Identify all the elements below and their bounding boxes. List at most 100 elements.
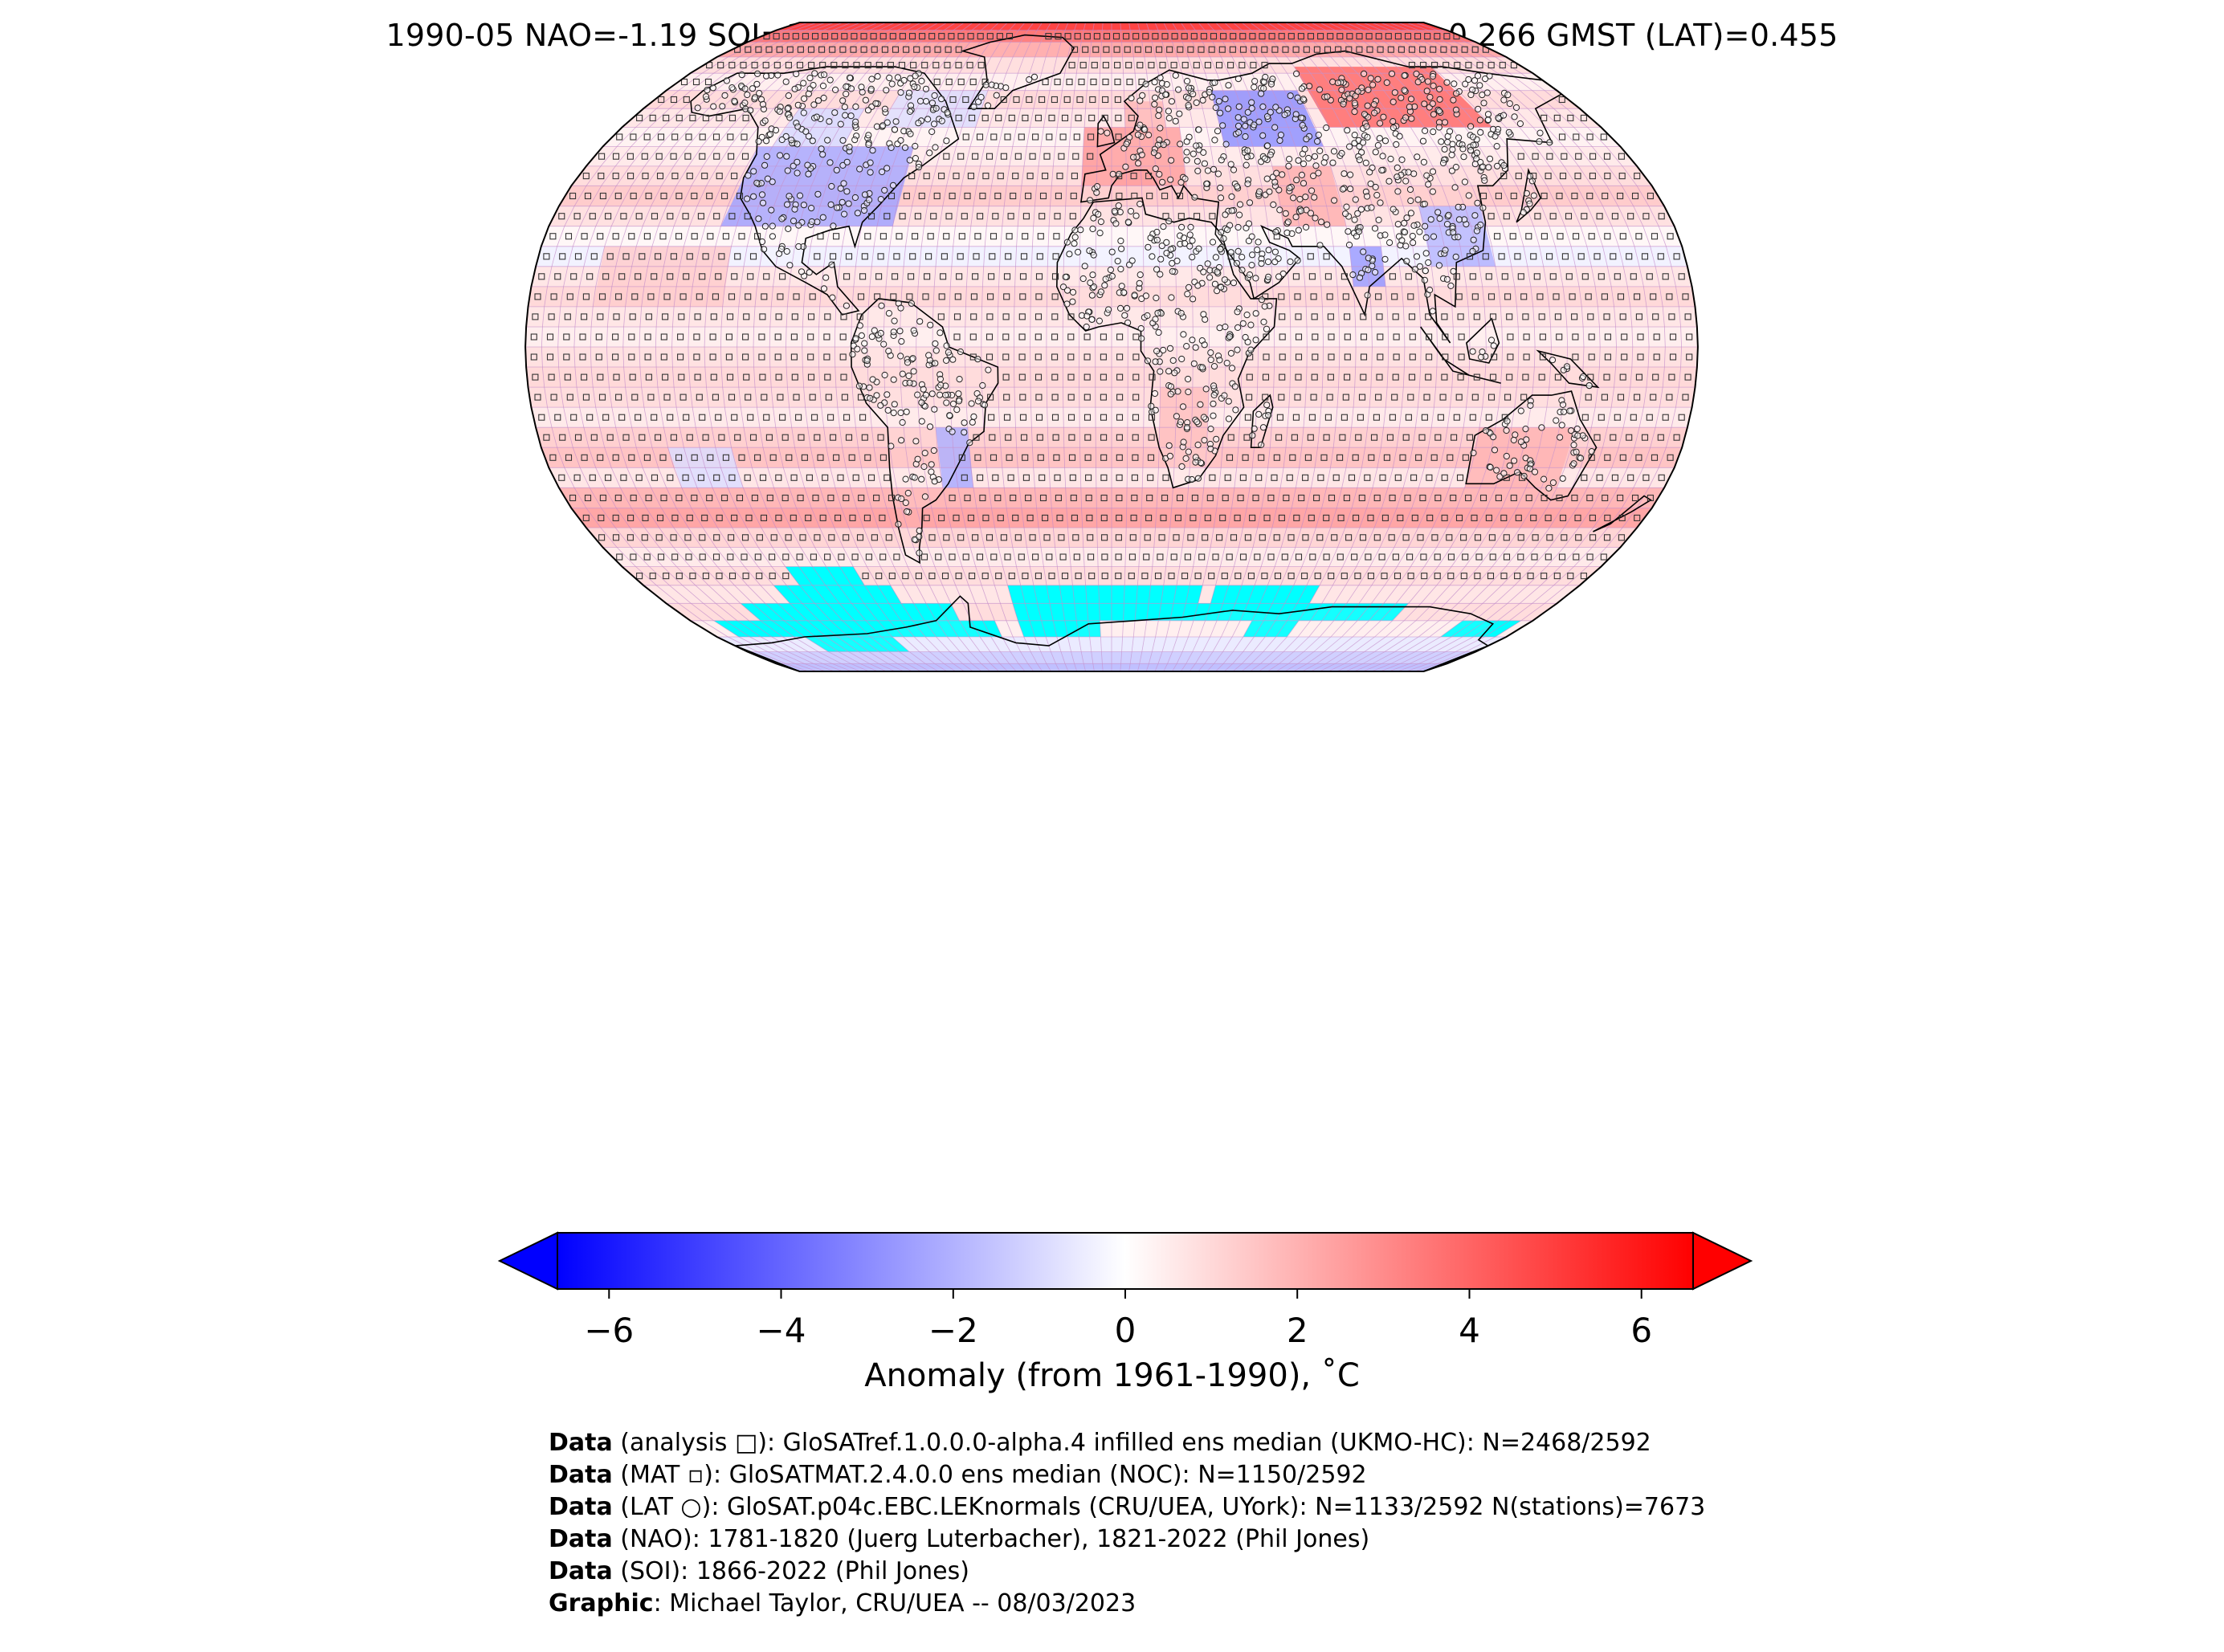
station-marker: [949, 400, 957, 407]
analysis-marker: [1630, 414, 1637, 421]
analysis-marker: [1336, 553, 1344, 561]
station-marker: [1490, 125, 1497, 133]
station-marker: [1157, 255, 1165, 263]
analysis-marker: [1495, 192, 1502, 200]
credit-key: Data: [549, 1525, 613, 1553]
station-marker: [873, 392, 880, 399]
analysis-marker: [972, 534, 979, 541]
analysis-marker: [988, 414, 995, 421]
analysis-marker: [1594, 253, 1601, 260]
analysis-marker: [1586, 494, 1594, 502]
station-marker: [928, 100, 937, 107]
station-marker: [888, 80, 896, 88]
station-marker: [1421, 200, 1429, 208]
station-marker: [1156, 137, 1163, 144]
sea-ice-cell-3: [713, 620, 1002, 637]
analysis-marker: [1128, 573, 1135, 580]
analysis-marker: [1457, 373, 1464, 381]
analysis-marker: [1439, 394, 1447, 401]
station-marker: [1303, 223, 1310, 230]
station-marker: [903, 408, 910, 415]
analysis-marker: [1558, 553, 1566, 561]
station-marker: [1311, 153, 1319, 160]
analysis-marker: [957, 253, 964, 260]
analysis-marker: [969, 333, 977, 341]
station-marker: [1366, 169, 1373, 176]
station-marker: [1245, 220, 1253, 227]
analysis-marker: [822, 474, 829, 481]
analysis-marker: [1588, 454, 1595, 461]
analysis-marker: [655, 253, 662, 260]
analysis-marker: [1100, 434, 1108, 441]
analysis-marker: [697, 213, 704, 220]
analysis-marker: [769, 454, 777, 461]
analysis-marker: [903, 46, 910, 53]
analysis-marker: [1601, 293, 1608, 300]
analysis-marker: [1100, 454, 1108, 461]
station-marker: [1181, 240, 1189, 247]
analysis-marker: [934, 46, 941, 53]
analysis-marker: [1002, 373, 1010, 381]
station-marker: [828, 261, 835, 268]
station-marker: [1075, 248, 1082, 255]
analysis-marker: [602, 273, 610, 280]
analysis-marker: [1604, 514, 1611, 521]
analysis-marker: [693, 353, 700, 361]
station-marker: [810, 82, 817, 89]
analysis-marker: [657, 133, 665, 141]
station-marker: [1086, 247, 1093, 255]
analysis-marker: [849, 514, 856, 521]
analysis-marker: [1035, 394, 1043, 401]
station-marker: [1234, 308, 1241, 316]
analysis-marker: [683, 273, 690, 280]
analysis-marker: [1000, 534, 1007, 541]
credit-line: Data (analysis □): GloSATref.1.0.0.0-alp…: [549, 1427, 1705, 1459]
analysis-marker: [627, 173, 635, 180]
station-marker: [1389, 124, 1398, 132]
analysis-marker: [1147, 474, 1154, 481]
station-marker: [974, 356, 981, 363]
analysis-marker: [554, 273, 561, 280]
analysis-marker: [728, 114, 737, 121]
station-marker: [937, 381, 945, 389]
analysis-marker: [756, 573, 763, 580]
station-marker: [1467, 91, 1475, 99]
analysis-marker: [639, 434, 646, 441]
analysis-marker: [1588, 353, 1595, 361]
analysis-marker: [660, 353, 667, 361]
analysis-marker: [1602, 192, 1609, 200]
station-marker: [1271, 259, 1279, 266]
analysis-marker: [1586, 553, 1594, 561]
station-marker: [877, 196, 884, 203]
station-marker: [1247, 321, 1255, 328]
analysis-marker: [1425, 373, 1432, 381]
analysis-marker: [1145, 46, 1152, 53]
analysis-marker: [1434, 573, 1441, 580]
station-marker: [1469, 133, 1477, 141]
station-marker: [1109, 170, 1116, 177]
analysis-marker: [1571, 192, 1578, 200]
station-marker: [1234, 183, 1241, 190]
analysis-marker: [1059, 553, 1067, 561]
analysis-marker: [663, 114, 670, 121]
analysis-marker: [1669, 333, 1677, 341]
station-marker: [1443, 79, 1451, 86]
station-marker: [1190, 150, 1198, 157]
analysis-marker: [1434, 434, 1442, 441]
station-marker: [1165, 115, 1173, 122]
analysis-marker: [717, 62, 724, 69]
analysis-marker: [962, 133, 969, 141]
analysis-marker: [1013, 96, 1020, 104]
station-marker: [1102, 275, 1109, 283]
station-marker: [1211, 137, 1218, 144]
analysis-marker: [797, 494, 804, 502]
analysis-marker: [763, 414, 770, 421]
analysis-marker: [1068, 62, 1075, 69]
analysis-marker: [620, 474, 627, 481]
station-marker: [839, 137, 847, 144]
station-marker: [897, 137, 904, 144]
analysis-marker: [1652, 313, 1659, 320]
analysis-marker: [856, 313, 863, 320]
analysis-marker: [1619, 233, 1626, 240]
station-marker: [1493, 467, 1500, 474]
